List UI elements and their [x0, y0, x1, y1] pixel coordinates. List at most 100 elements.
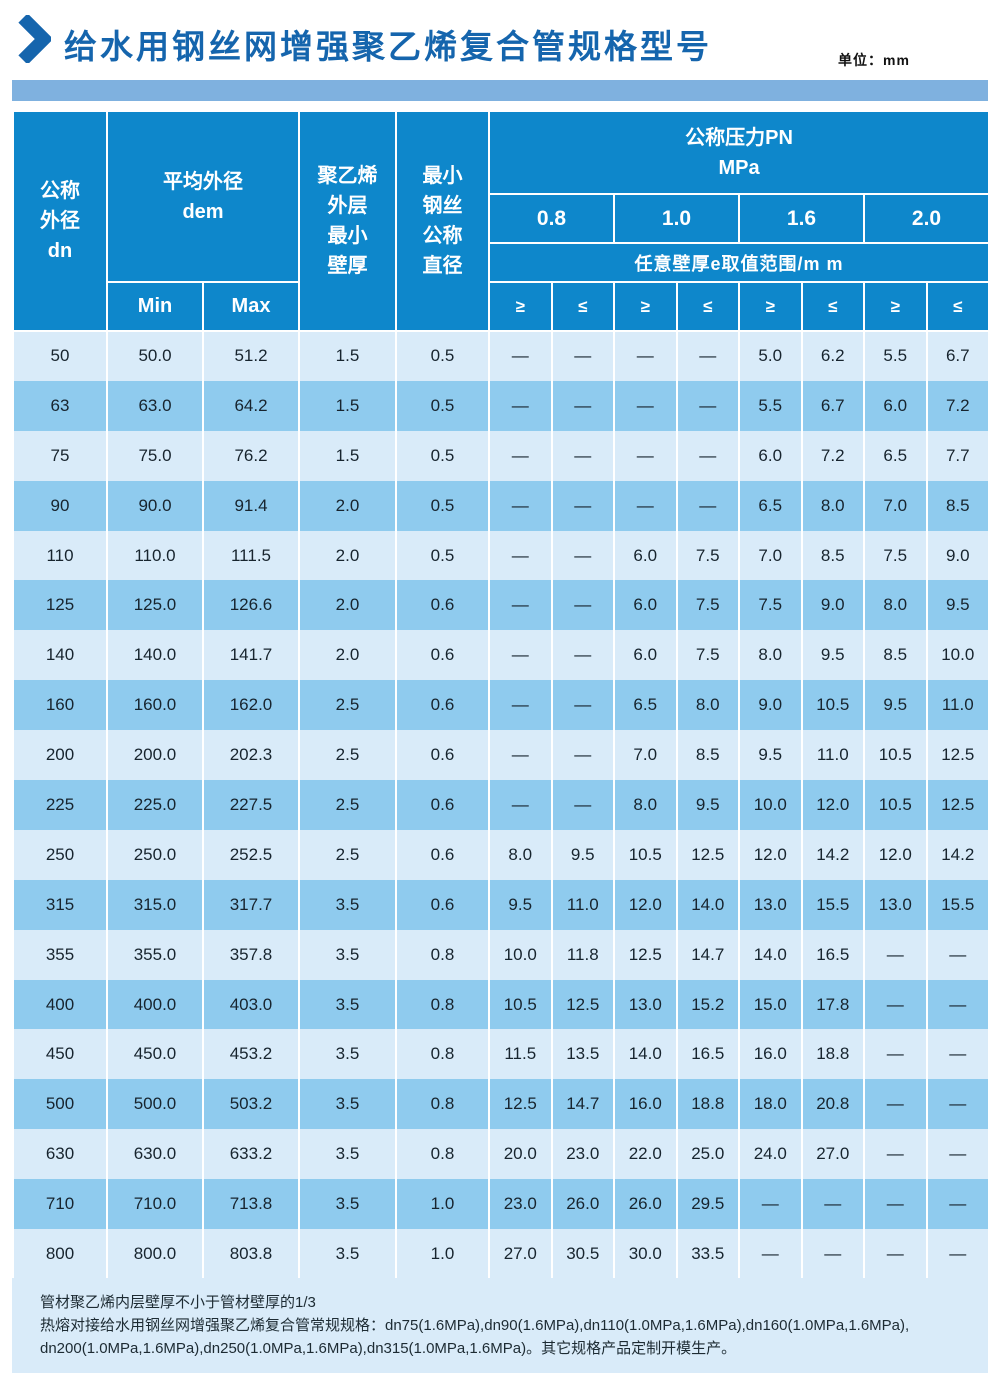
table-cell: 75 — [12, 430, 108, 481]
table-cell: — — [488, 630, 553, 681]
table-cell: 63 — [12, 380, 108, 431]
table-cell: — — [863, 979, 928, 1030]
table-cell: — — [863, 929, 928, 980]
table-cell: 10.5 — [488, 979, 553, 1030]
table-row: 800 800.0 803.8 3.5 1.0 27.0 30.5 30.0 33.5— — — — — [12, 1229, 991, 1279]
table-cell: 26.0 — [613, 1179, 678, 1230]
table-cell: — — [863, 1229, 928, 1279]
table-row: 630 630.0 633.2 3.5 0.8 20.0 23.0 22.0 25.0 24.0 2… — [12, 1129, 991, 1180]
table-cell: 91.4 — [202, 480, 300, 531]
table-cell: 18.0 — [738, 1079, 803, 1130]
table-cell: 9.5 — [488, 879, 553, 930]
table-cell: 12.5 — [925, 730, 991, 781]
table-cell: 10.0 — [738, 780, 803, 830]
table-cell: 7.0 — [738, 530, 803, 581]
table-cell: 355 — [12, 929, 108, 980]
table-cell: 18.8 — [675, 1079, 740, 1130]
table-cell: 6.7 — [925, 331, 991, 381]
table-body: 50 50.0 51.2 1.5 0.5— — — —5.0 6.2 5.5 6.7 63 63.0 64… — [12, 331, 991, 1279]
table-cell: 6.0 — [738, 430, 803, 481]
table-cell: 5.5 — [863, 331, 928, 381]
table-cell: 3.5 — [298, 1179, 397, 1230]
table-cell: 3.5 — [298, 1129, 397, 1180]
table-cell: — — [738, 1229, 803, 1279]
table-cell: 403.0 — [202, 979, 300, 1030]
table-row: 63 63.0 64.2 1.5 0.5— — — —5.5 6.7 6.0 7.2 — [12, 380, 991, 431]
table-cell: — — [488, 580, 553, 631]
table-cell: 200 — [12, 730, 108, 781]
table-cell: 0.6 — [395, 580, 490, 631]
spec-table: 公称 外径 dn 平均外径 dem 聚乙烯 外层 最小 壁厚 最小 钢丝 公称 … — [12, 110, 991, 1279]
table-cell: — — [488, 780, 553, 830]
table-cell: 1.0 — [395, 1179, 490, 1230]
table-row: 75 75.0 76.2 1.5 0.5— — — —6.0 7.2 6.5 7.7 — [12, 430, 991, 481]
table-cell: 11.5 — [488, 1029, 553, 1080]
table-cell: — — [863, 1079, 928, 1130]
table-cell: 8.5 — [925, 480, 991, 531]
table-cell: 9.5 — [675, 780, 740, 830]
table-cell: 0.8 — [395, 979, 490, 1030]
table-cell: 6.0 — [613, 580, 678, 631]
table-cell: — — [488, 380, 553, 431]
table-cell: 14.2 — [925, 829, 991, 880]
table-cell: 90.0 — [106, 480, 204, 531]
table-cell: 141.7 — [202, 630, 300, 681]
table-cell: 450 — [12, 1029, 108, 1080]
table-cell: 15.5 — [800, 879, 865, 930]
table-cell: 503.2 — [202, 1079, 300, 1130]
table-cell: 3.5 — [298, 1229, 397, 1279]
table-cell: — — [613, 480, 678, 531]
table-cell: 7.5 — [738, 580, 803, 631]
header-pe-wall: 聚乙烯 外层 最小 壁厚 — [298, 110, 397, 332]
table-cell: 125.0 — [106, 580, 204, 631]
table-cell: 710.0 — [106, 1179, 204, 1230]
table-cell: 355.0 — [106, 929, 204, 980]
table-cell: 0.5 — [395, 530, 490, 581]
table-cell: 227.5 — [202, 780, 300, 830]
table-row: 125 125.0 126.6 2.0 0.6— —6.0 7.5 7.5 9.0 8.0 9.5 — [12, 580, 991, 631]
header-le-icon: ≤ — [800, 281, 865, 332]
table-cell: 9.5 — [925, 580, 991, 631]
table-cell: 6.0 — [613, 530, 678, 581]
table-row: 200 200.0 202.3 2.5 0.6— —7.0 8.5 9.5 11.0 10.5 12… — [12, 730, 991, 781]
table-cell: 7.2 — [800, 430, 865, 481]
table-row: 500 500.0 503.2 3.5 0.8 12.5 14.7 16.0 18.8 18.0 2… — [12, 1079, 991, 1130]
table-cell: 24.0 — [738, 1129, 803, 1180]
table-cell: 7.5 — [863, 530, 928, 581]
table-cell: 1.0 — [395, 1229, 490, 1279]
table-cell: 10.5 — [863, 780, 928, 830]
header-ge-icon: ≥ — [863, 281, 928, 332]
table-cell: 27.0 — [800, 1129, 865, 1180]
footnote-line: dn200(1.0MPa,1.6MPa),dn250(1.0MPa,1.6MPa… — [40, 1340, 737, 1357]
table-cell: 63.0 — [106, 380, 204, 431]
table-cell: 18.8 — [800, 1029, 865, 1080]
table-cell: 450.0 — [106, 1029, 204, 1080]
table-cell: 6.5 — [863, 430, 928, 481]
header-ge-icon: ≥ — [738, 281, 803, 332]
table-cell: 7.5 — [675, 530, 740, 581]
table-cell: 0.6 — [395, 879, 490, 930]
table-cell: 0.6 — [395, 680, 490, 731]
table-cell: 16.0 — [738, 1029, 803, 1080]
table-cell: — — [550, 331, 615, 381]
table-cell: 111.5 — [202, 530, 300, 581]
table-cell: 1.5 — [298, 331, 397, 381]
table-cell: 6.5 — [738, 480, 803, 531]
table-cell: 9.5 — [800, 630, 865, 681]
table-cell: 1.5 — [298, 430, 397, 481]
table-cell: 453.2 — [202, 1029, 300, 1080]
table-cell: 12.0 — [613, 879, 678, 930]
table-cell: 8.0 — [488, 829, 553, 880]
table-cell: 12.5 — [675, 829, 740, 880]
table-cell: 30.5 — [550, 1229, 615, 1279]
table-cell: 12.0 — [738, 829, 803, 880]
table-cell: — — [675, 380, 740, 431]
table-cell: 0.5 — [395, 480, 490, 531]
table-cell: 10.5 — [863, 730, 928, 781]
table-cell: 252.5 — [202, 829, 300, 880]
header-pn-0_8: 0.8 — [488, 193, 615, 244]
table-row: 250 250.0 252.5 2.5 0.6 8.0 9.5 10.5 12.5 12.0 14.… — [12, 829, 991, 880]
header-dem: 平均外径 dem — [106, 110, 300, 283]
table-cell: 26.0 — [550, 1179, 615, 1230]
